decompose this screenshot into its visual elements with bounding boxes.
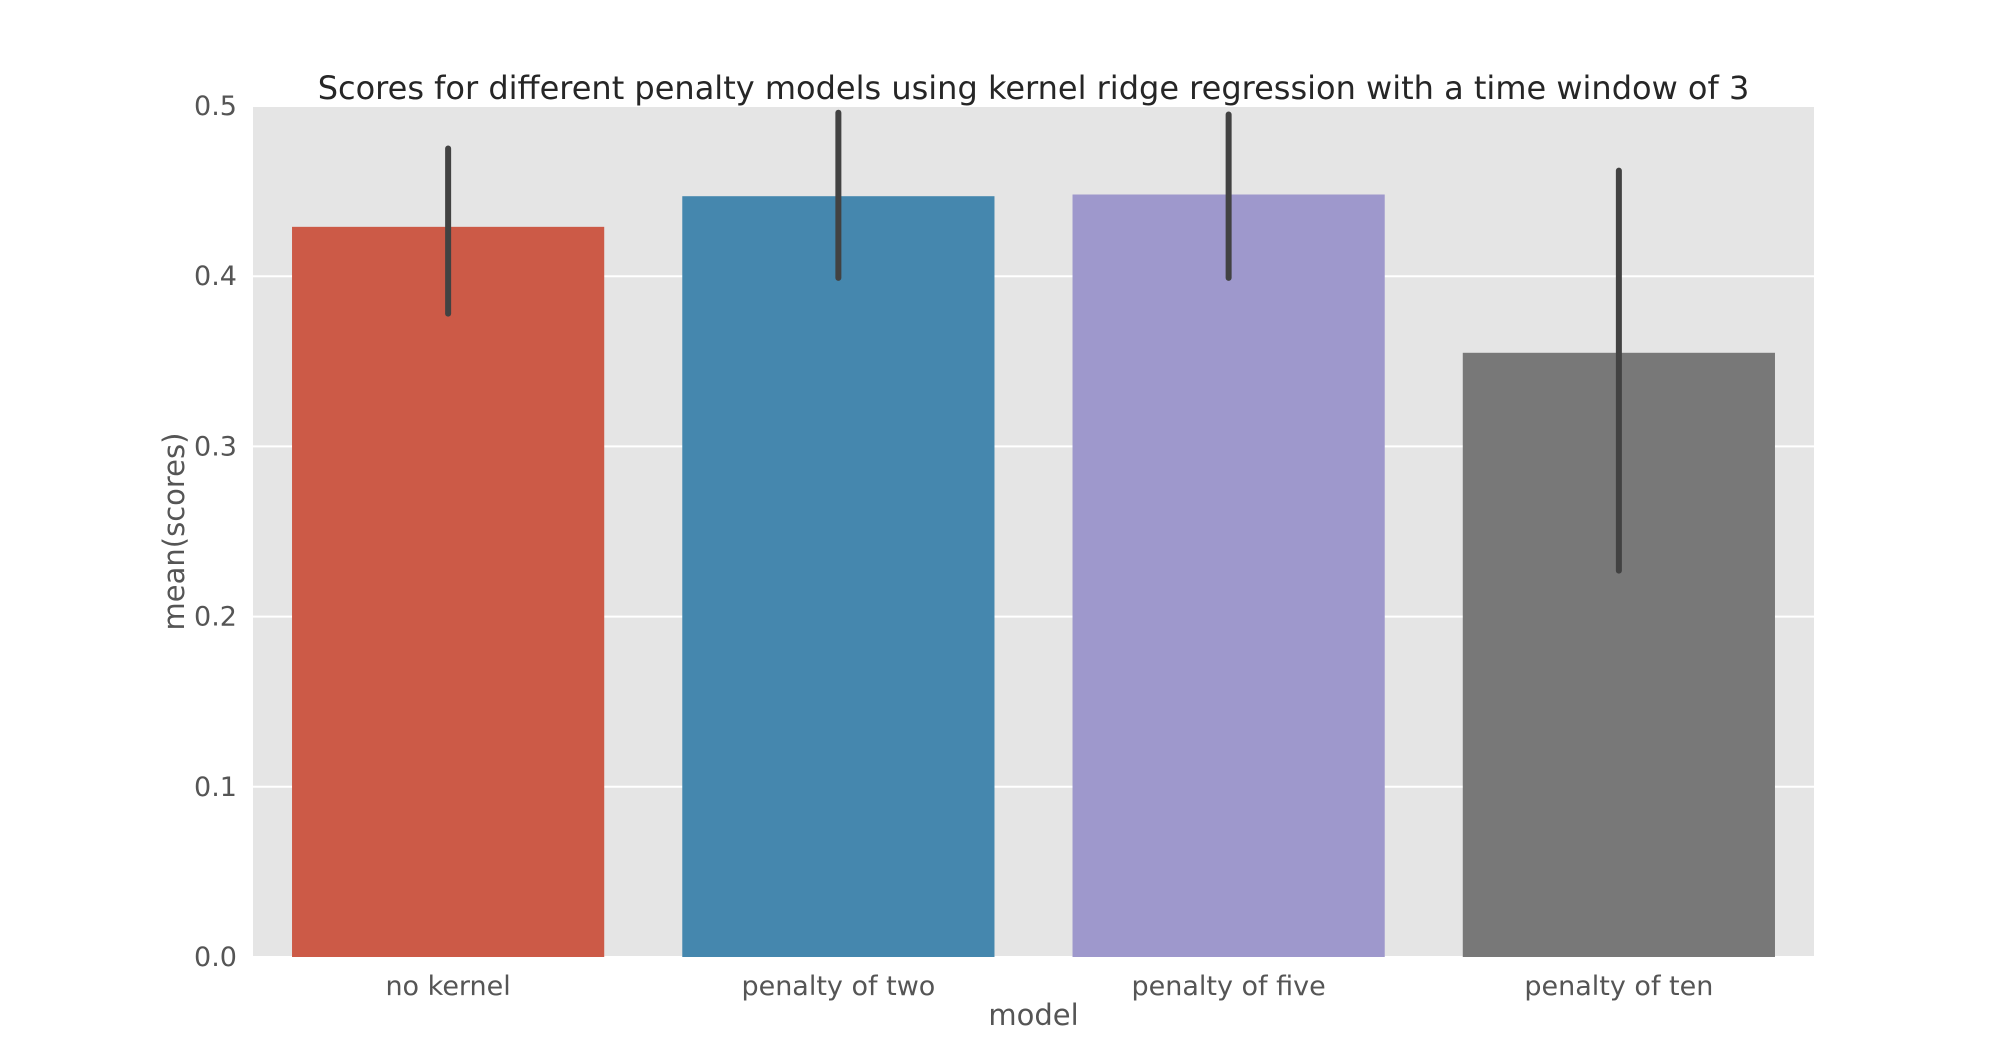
x-tick-label: penalty of five: [1131, 971, 1325, 1002]
bar: [292, 226, 605, 958]
error-bars: [445, 109, 1622, 574]
x-tick-label: penalty of two: [741, 971, 935, 1002]
x-tick-label: penalty of ten: [1524, 971, 1713, 1002]
y-tick-label: 0.3: [194, 431, 237, 462]
y-axis-ticks: 0.0 0.1 0.2 0.3 0.4 0.5: [194, 91, 237, 973]
y-tick-label: 0.5: [194, 91, 237, 122]
y-tick-label: 0.4: [194, 261, 237, 292]
chart-title: Scores for different penalty models usin…: [318, 69, 1750, 107]
x-axis-ticks: no kernel penalty of two penalty of five pe…: [385, 971, 1713, 1002]
y-axis-label: mean(scores): [157, 433, 191, 631]
y-tick-label: 0.0: [194, 942, 237, 973]
bars: [292, 194, 1775, 958]
x-axis-label: model: [988, 998, 1078, 1032]
y-tick-label: 0.1: [194, 772, 237, 803]
bar: [1072, 194, 1385, 957]
bar: [682, 196, 995, 957]
x-tick-label: no kernel: [385, 971, 510, 1002]
y-tick-label: 0.2: [194, 602, 237, 633]
